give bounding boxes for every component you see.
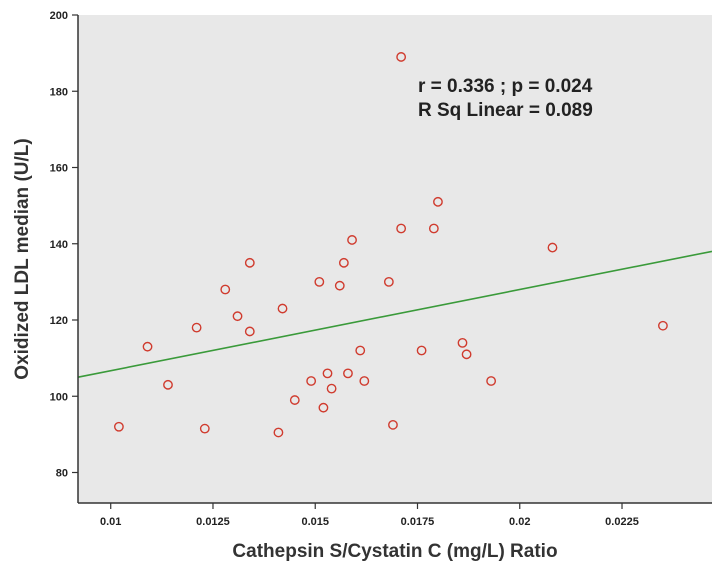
data-point bbox=[347, 235, 357, 245]
y-tick-label: 100 bbox=[50, 391, 68, 403]
data-point bbox=[318, 402, 329, 413]
data-point bbox=[142, 341, 153, 352]
plot-background bbox=[78, 15, 712, 503]
data-point bbox=[244, 326, 255, 337]
y-tick-label: 200 bbox=[50, 10, 68, 22]
data-point bbox=[359, 376, 370, 386]
data-point bbox=[326, 383, 337, 394]
y-tick-label: 120 bbox=[50, 315, 68, 327]
x-tick-label: 0.02 bbox=[509, 516, 530, 528]
y-tick-label: 180 bbox=[50, 86, 68, 98]
data-point bbox=[383, 276, 394, 287]
data-point bbox=[433, 196, 443, 207]
data-point bbox=[486, 376, 497, 386]
y-tick-label: 80 bbox=[56, 468, 68, 480]
x-axis-title: Cathepsin S/Cystatin C (mg/L) Ratio bbox=[232, 541, 557, 562]
data-point bbox=[428, 223, 439, 234]
data-point bbox=[314, 276, 325, 287]
data-point bbox=[416, 345, 427, 356]
data-point bbox=[232, 311, 243, 322]
data-point bbox=[355, 345, 366, 356]
data-point bbox=[191, 322, 202, 333]
data-point bbox=[322, 368, 333, 379]
data-point bbox=[163, 379, 173, 390]
fit-line bbox=[77, 250, 712, 378]
data-point bbox=[343, 368, 353, 379]
x-tick-label: 0.015 bbox=[301, 516, 329, 528]
data-point bbox=[457, 337, 468, 348]
data-point bbox=[244, 257, 255, 268]
data-point bbox=[289, 395, 300, 405]
data-point bbox=[388, 419, 398, 430]
data-point bbox=[396, 52, 407, 62]
y-axis-title: Oxidized LDL median (U/L) bbox=[12, 138, 33, 379]
data-point bbox=[338, 257, 349, 268]
data-point bbox=[220, 284, 231, 295]
data-point bbox=[658, 320, 668, 331]
y-tick-label: 160 bbox=[50, 163, 68, 175]
x-tick-label: 0.01 bbox=[100, 516, 121, 528]
data-point bbox=[461, 349, 472, 360]
annotation-r-p: r = 0.336 ; p = 0.024 bbox=[418, 76, 593, 97]
x-tick-label: 0.0125 bbox=[196, 516, 230, 528]
data-point bbox=[306, 376, 317, 386]
data-point bbox=[277, 303, 288, 314]
y-tick-label: 140 bbox=[50, 239, 68, 251]
data-point bbox=[547, 242, 558, 253]
x-tick-label: 0.0175 bbox=[401, 516, 435, 528]
annotation-r-squared: R Sq Linear = 0.089 bbox=[418, 100, 593, 121]
data-point bbox=[199, 423, 210, 434]
data-point bbox=[114, 421, 124, 432]
data-point bbox=[273, 427, 284, 438]
data-point bbox=[396, 223, 407, 234]
data-point bbox=[334, 280, 345, 291]
x-tick-label: 0.0225 bbox=[605, 516, 639, 528]
